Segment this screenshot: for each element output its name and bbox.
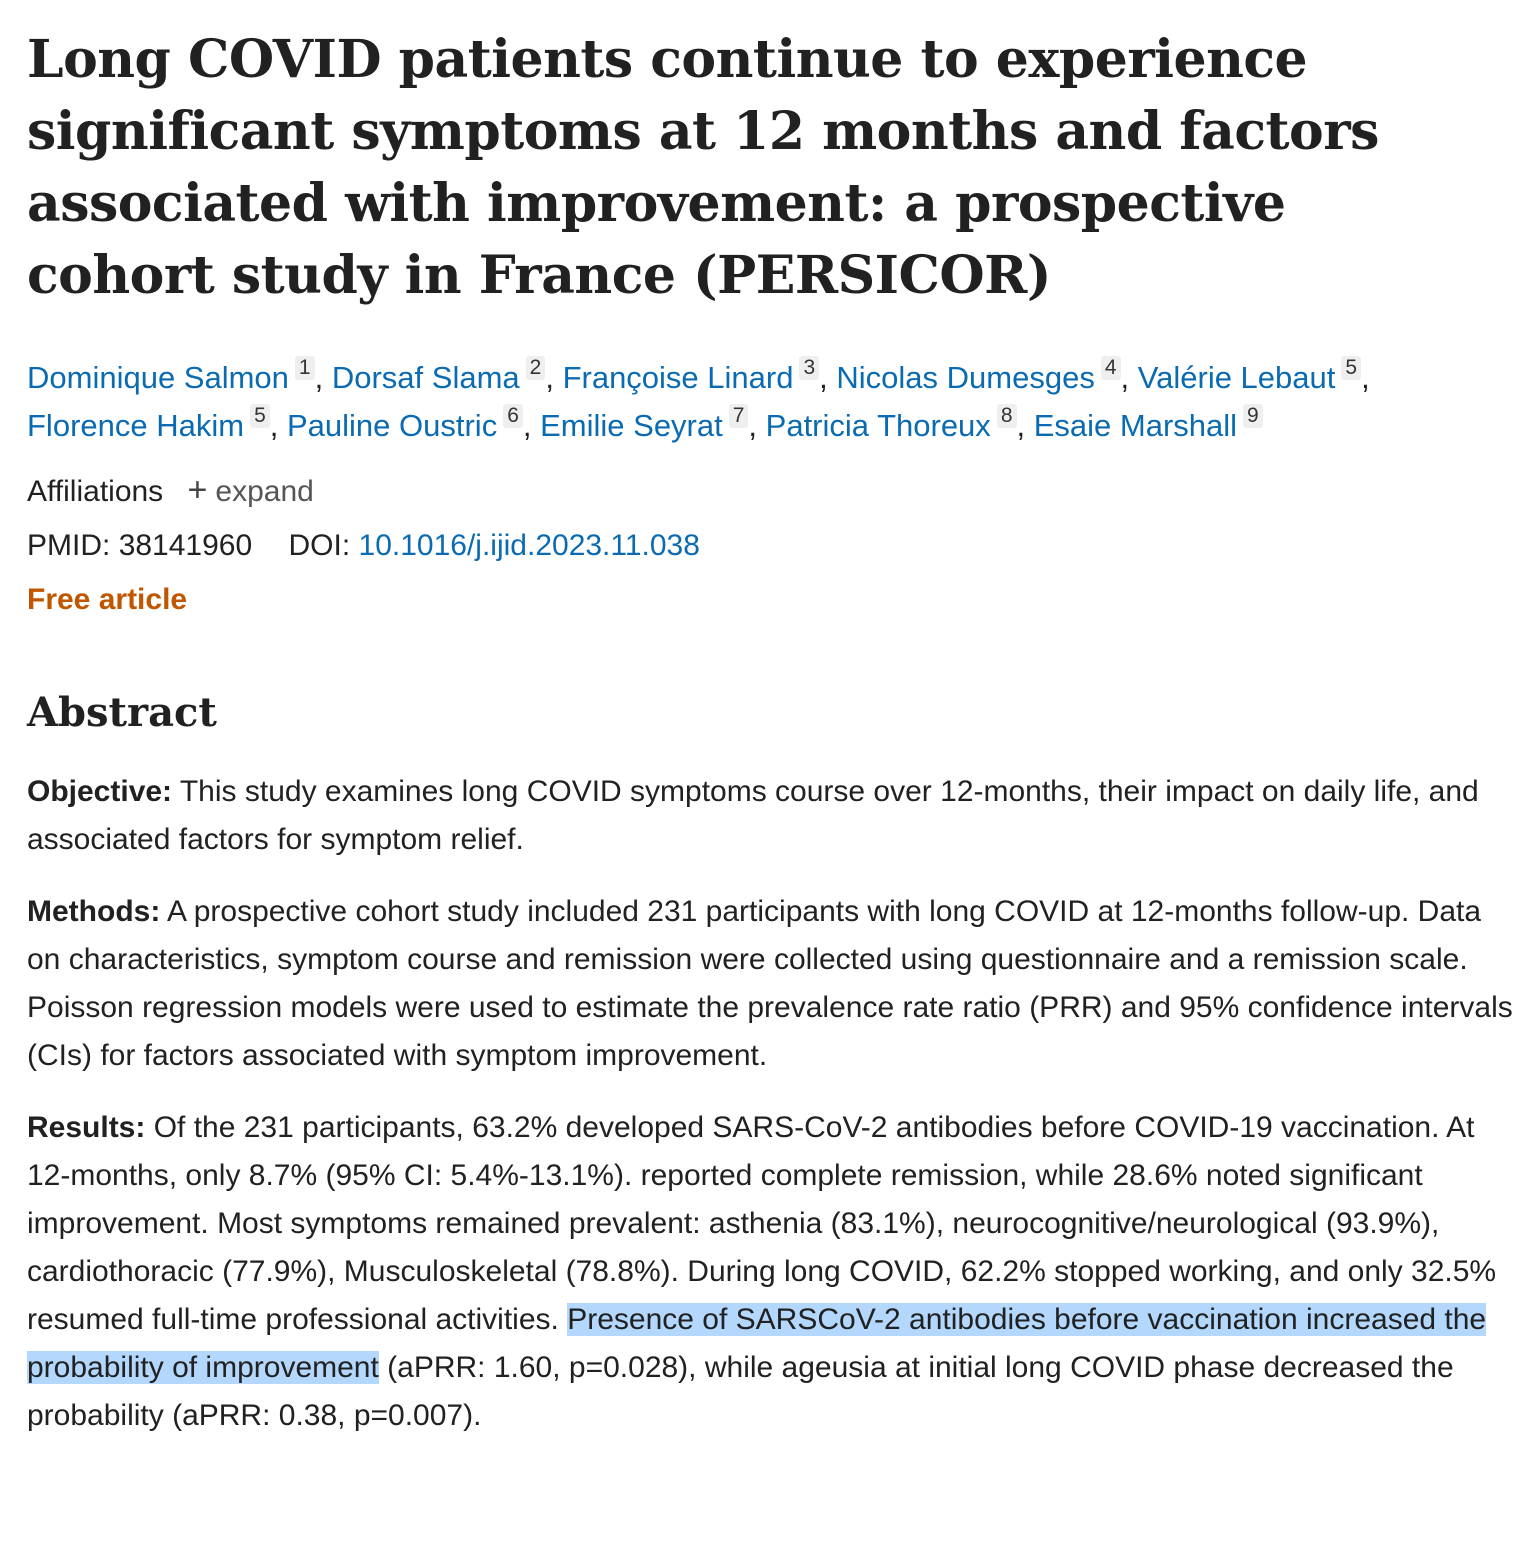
- affiliations-row: Affiliations + expand: [27, 472, 1517, 510]
- author-link[interactable]: Patricia Thoreux: [765, 408, 991, 443]
- author-link[interactable]: Dominique Salmon: [27, 360, 289, 395]
- author-entry: Esaie Marshall 9: [1033, 404, 1263, 443]
- author-entry: Dorsaf Slama 2,: [331, 356, 563, 395]
- affiliation-ref[interactable]: 4: [1100, 356, 1121, 380]
- author-separator: ,: [269, 408, 287, 443]
- author-link[interactable]: Françoise Linard: [562, 360, 794, 395]
- author-entry: Emilie Seyrat 7,: [540, 404, 766, 443]
- objective-text: This study examines long COVID symptoms …: [27, 775, 1479, 856]
- affiliation-ref[interactable]: 2: [525, 356, 546, 380]
- author-entry: Valérie Lebaut 5,: [1137, 356, 1370, 395]
- affiliation-ref[interactable]: 1: [294, 356, 315, 380]
- pmid-label: PMID:: [27, 529, 111, 562]
- affiliation-ref[interactable]: 5: [250, 404, 270, 428]
- abstract-methods: Methods: A prospective cohort study incl…: [27, 888, 1517, 1080]
- affiliation-ref[interactable]: 5: [1341, 356, 1362, 380]
- affiliations-expand-toggle[interactable]: + expand: [188, 472, 314, 508]
- abstract-objective: Objective: This study examines long COVI…: [27, 768, 1517, 864]
- affiliation-ref[interactable]: 9: [1243, 404, 1263, 428]
- author-separator: ,: [748, 408, 766, 443]
- article-title: Long COVID patients continue to experien…: [27, 29, 1379, 306]
- methods-label: Methods:: [27, 895, 161, 928]
- affiliation-ref[interactable]: 7: [728, 404, 749, 428]
- author-entry: Françoise Linard 3,: [562, 356, 837, 395]
- objective-label: Objective:: [27, 775, 173, 808]
- author-link[interactable]: Dorsaf Slama: [331, 360, 520, 395]
- author-separator: ,: [1361, 360, 1370, 395]
- results-label: Results:: [27, 1111, 146, 1144]
- pmid-value: 38141960: [118, 529, 253, 562]
- author-entry: Dominique Salmon 1,: [27, 356, 332, 395]
- author-list: Dominique Salmon 1, Dorsaf Slama 2, Franço…: [27, 354, 1517, 450]
- author-link[interactable]: Pauline Oustric: [286, 408, 498, 443]
- expand-label: expand: [215, 475, 314, 508]
- author-separator: ,: [522, 408, 541, 443]
- free-article-badge: Free article: [27, 583, 188, 616]
- identifiers-row: PMID: 38141960 DOI: 10.1016/j.ijid.2023.…: [27, 528, 1517, 564]
- affiliation-ref[interactable]: 6: [503, 404, 523, 428]
- abstract-heading: Abstract: [27, 689, 217, 736]
- author-entry: Florence Hakim 5,: [27, 404, 287, 443]
- author-separator: ,: [545, 360, 563, 395]
- author-separator: ,: [1016, 408, 1034, 443]
- author-link[interactable]: Valérie Lebaut: [1137, 360, 1336, 395]
- author-link[interactable]: Emilie Seyrat: [540, 408, 723, 443]
- methods-text: A prospective cohort study included 231 …: [27, 895, 1513, 1072]
- abstract-results: Results: Of the 231 participants, 63.2% …: [27, 1104, 1517, 1440]
- affiliation-ref[interactable]: 8: [996, 404, 1017, 428]
- plus-icon: +: [187, 471, 208, 509]
- author-link[interactable]: Florence Hakim: [27, 408, 245, 443]
- author-entry: Patricia Thoreux 8,: [765, 404, 1034, 443]
- author-separator: ,: [819, 360, 837, 395]
- author-entry: Nicolas Dumesges 4,: [836, 356, 1138, 395]
- doi-link[interactable]: 10.1016/j.ijid.2023.11.038: [358, 529, 700, 562]
- affiliation-ref[interactable]: 3: [799, 356, 820, 380]
- author-entry: Pauline Oustric 6,: [286, 404, 541, 443]
- doi-label: DOI:: [288, 529, 351, 562]
- author-link[interactable]: Nicolas Dumesges: [836, 360, 1095, 395]
- results-text: Of the 231 participants, 63.2% developed…: [27, 1111, 1497, 1336]
- affiliations-label: Affiliations: [27, 475, 164, 508]
- results-text-continued: (aPRR: 1.60, p=0.028), while ageusia at …: [27, 1351, 1454, 1432]
- article-page: Long COVID patients continue to experien…: [27, 0, 1517, 1440]
- author-separator: ,: [314, 360, 332, 395]
- author-link[interactable]: Esaie Marshall: [1033, 408, 1238, 443]
- author-separator: ,: [1120, 360, 1138, 395]
